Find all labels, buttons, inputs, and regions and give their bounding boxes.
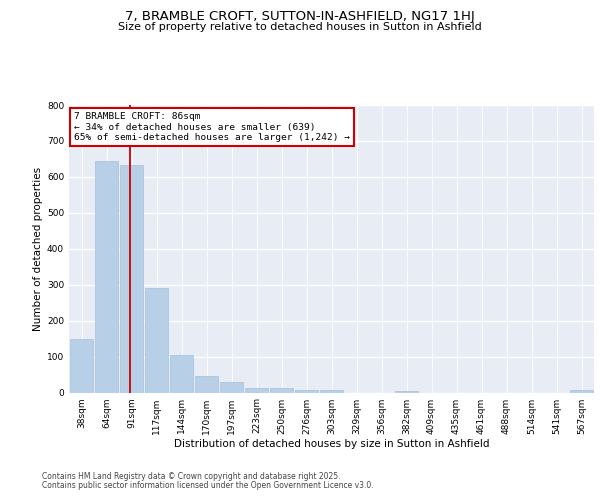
Bar [270, 388, 293, 392]
Bar [95, 160, 118, 392]
Text: 7, BRAMBLE CROFT, SUTTON-IN-ASHFIELD, NG17 1HJ: 7, BRAMBLE CROFT, SUTTON-IN-ASHFIELD, NG… [125, 10, 475, 23]
Bar [120, 165, 143, 392]
Text: Size of property relative to detached houses in Sutton in Ashfield: Size of property relative to detached ho… [118, 22, 482, 32]
Text: Contains public sector information licensed under the Open Government Licence v3: Contains public sector information licen… [42, 481, 374, 490]
Bar [195, 376, 218, 392]
X-axis label: Distribution of detached houses by size in Sutton in Ashfield: Distribution of detached houses by size … [174, 440, 489, 450]
Bar [220, 382, 243, 392]
Bar [170, 356, 193, 393]
Bar [320, 390, 343, 392]
Bar [395, 391, 418, 392]
Bar [570, 390, 593, 392]
Bar [70, 338, 93, 392]
Bar [245, 388, 268, 392]
Text: 7 BRAMBLE CROFT: 86sqm
← 34% of detached houses are smaller (639)
65% of semi-de: 7 BRAMBLE CROFT: 86sqm ← 34% of detached… [74, 112, 350, 142]
Y-axis label: Number of detached properties: Number of detached properties [33, 166, 43, 331]
Bar [295, 390, 318, 392]
Text: Contains HM Land Registry data © Crown copyright and database right 2025.: Contains HM Land Registry data © Crown c… [42, 472, 341, 481]
Bar [145, 288, 168, 393]
